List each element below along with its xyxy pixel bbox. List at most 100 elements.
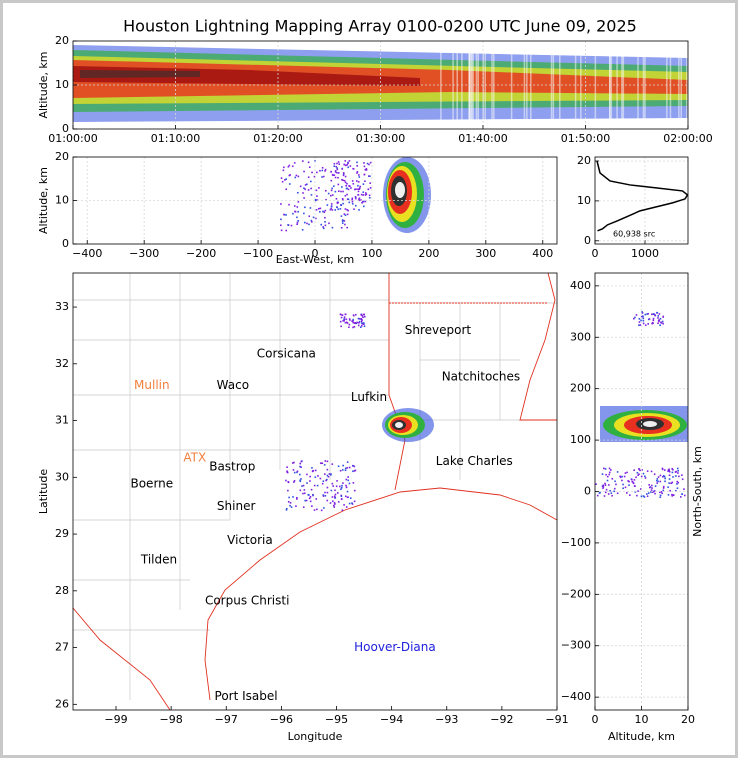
density-dot [293,471,296,474]
density-dot [343,173,345,175]
density-dot [357,184,359,187]
density-dot [357,181,360,183]
density-dot [347,198,350,201]
city-label: Bastrop [209,460,255,474]
density-dot [345,184,347,187]
x-tick-label: −95 [325,713,348,726]
density-dot [657,317,659,319]
density-dot [341,220,344,222]
density-dot [344,313,347,316]
density-dot [310,194,313,196]
density-ew [383,157,431,233]
density-dot [345,484,347,487]
density-dot [323,464,326,466]
city-label: Corpus Christi [205,594,290,608]
density-dot [343,316,346,318]
density-dot [352,326,354,329]
density-dot [671,481,674,484]
density-dot [616,471,619,473]
density-dot [297,210,299,213]
density-dot [302,492,304,495]
density-dot [303,187,305,190]
y-tick-label: 0 [584,485,591,498]
density-dot [337,208,340,211]
density-dot [664,480,666,483]
density-dot [608,471,611,474]
density-dot [361,314,363,317]
density-dot [650,484,653,487]
density-dot [304,499,306,502]
density-dot [357,188,359,190]
density-dot [346,226,349,229]
density-dot [670,482,672,485]
density-dot [650,491,652,493]
density-dot [663,475,666,478]
city-label: Natchitoches [442,369,520,383]
density-dot [344,208,347,210]
density-dot [642,495,645,497]
density-dot [365,167,368,170]
density-dot [299,462,301,465]
density-dot [329,194,332,197]
x-tick-label: 01:00:00 [48,132,97,145]
density-dot [328,222,330,225]
y-tick-label: 10 [577,194,591,207]
density-dot [621,479,623,482]
density-dot [331,482,334,485]
density-dot [363,165,366,168]
density-dot [358,322,360,324]
density-dot [347,479,350,482]
density-dot [350,187,352,189]
density-dot [628,480,630,483]
density-dot [357,193,359,196]
density-dot [308,215,311,218]
density-dot [307,494,310,496]
density-dot [653,313,655,315]
density-dot [335,485,338,488]
density-dot [661,492,664,495]
density-dot [606,475,609,478]
y-tick-label: 100 [570,433,591,446]
y-tick-label: −200 [561,587,591,600]
density-dot [656,482,658,484]
density-dot [681,493,683,495]
density-dot [315,209,318,211]
density-dot [280,218,282,221]
density-dot [333,504,335,507]
density-dot [621,475,623,478]
density-dot [320,509,323,512]
density-dot [294,210,296,213]
density-dot [668,478,671,480]
density-dot [341,219,344,221]
density-dot [315,498,318,500]
x-tick-label: 0 [592,247,599,260]
density-dot [358,320,361,323]
density-dot [633,479,636,481]
density-dot [671,467,673,470]
density-dot [343,179,346,182]
density-dot [658,491,661,493]
density-dot [335,165,338,168]
density-dot [654,485,657,487]
density-gap [644,42,646,128]
density-dot [289,502,292,504]
density-dot [348,318,351,320]
density-dot [351,502,353,504]
density-dot [640,315,643,318]
density-dot [321,176,323,178]
density-dot [644,477,647,479]
density-dot [363,162,365,164]
density-dot [356,171,359,173]
density-dot [676,483,678,485]
density-gap [440,42,442,128]
density-dot [358,199,360,202]
density-dot [285,178,287,180]
density-dot [345,486,348,489]
density-dot [297,220,300,222]
density-dot [323,211,326,214]
density-dot [640,495,643,498]
density-dot [679,496,682,498]
density-dot [634,316,636,319]
density-dot [346,490,349,493]
density-dot [296,496,298,499]
